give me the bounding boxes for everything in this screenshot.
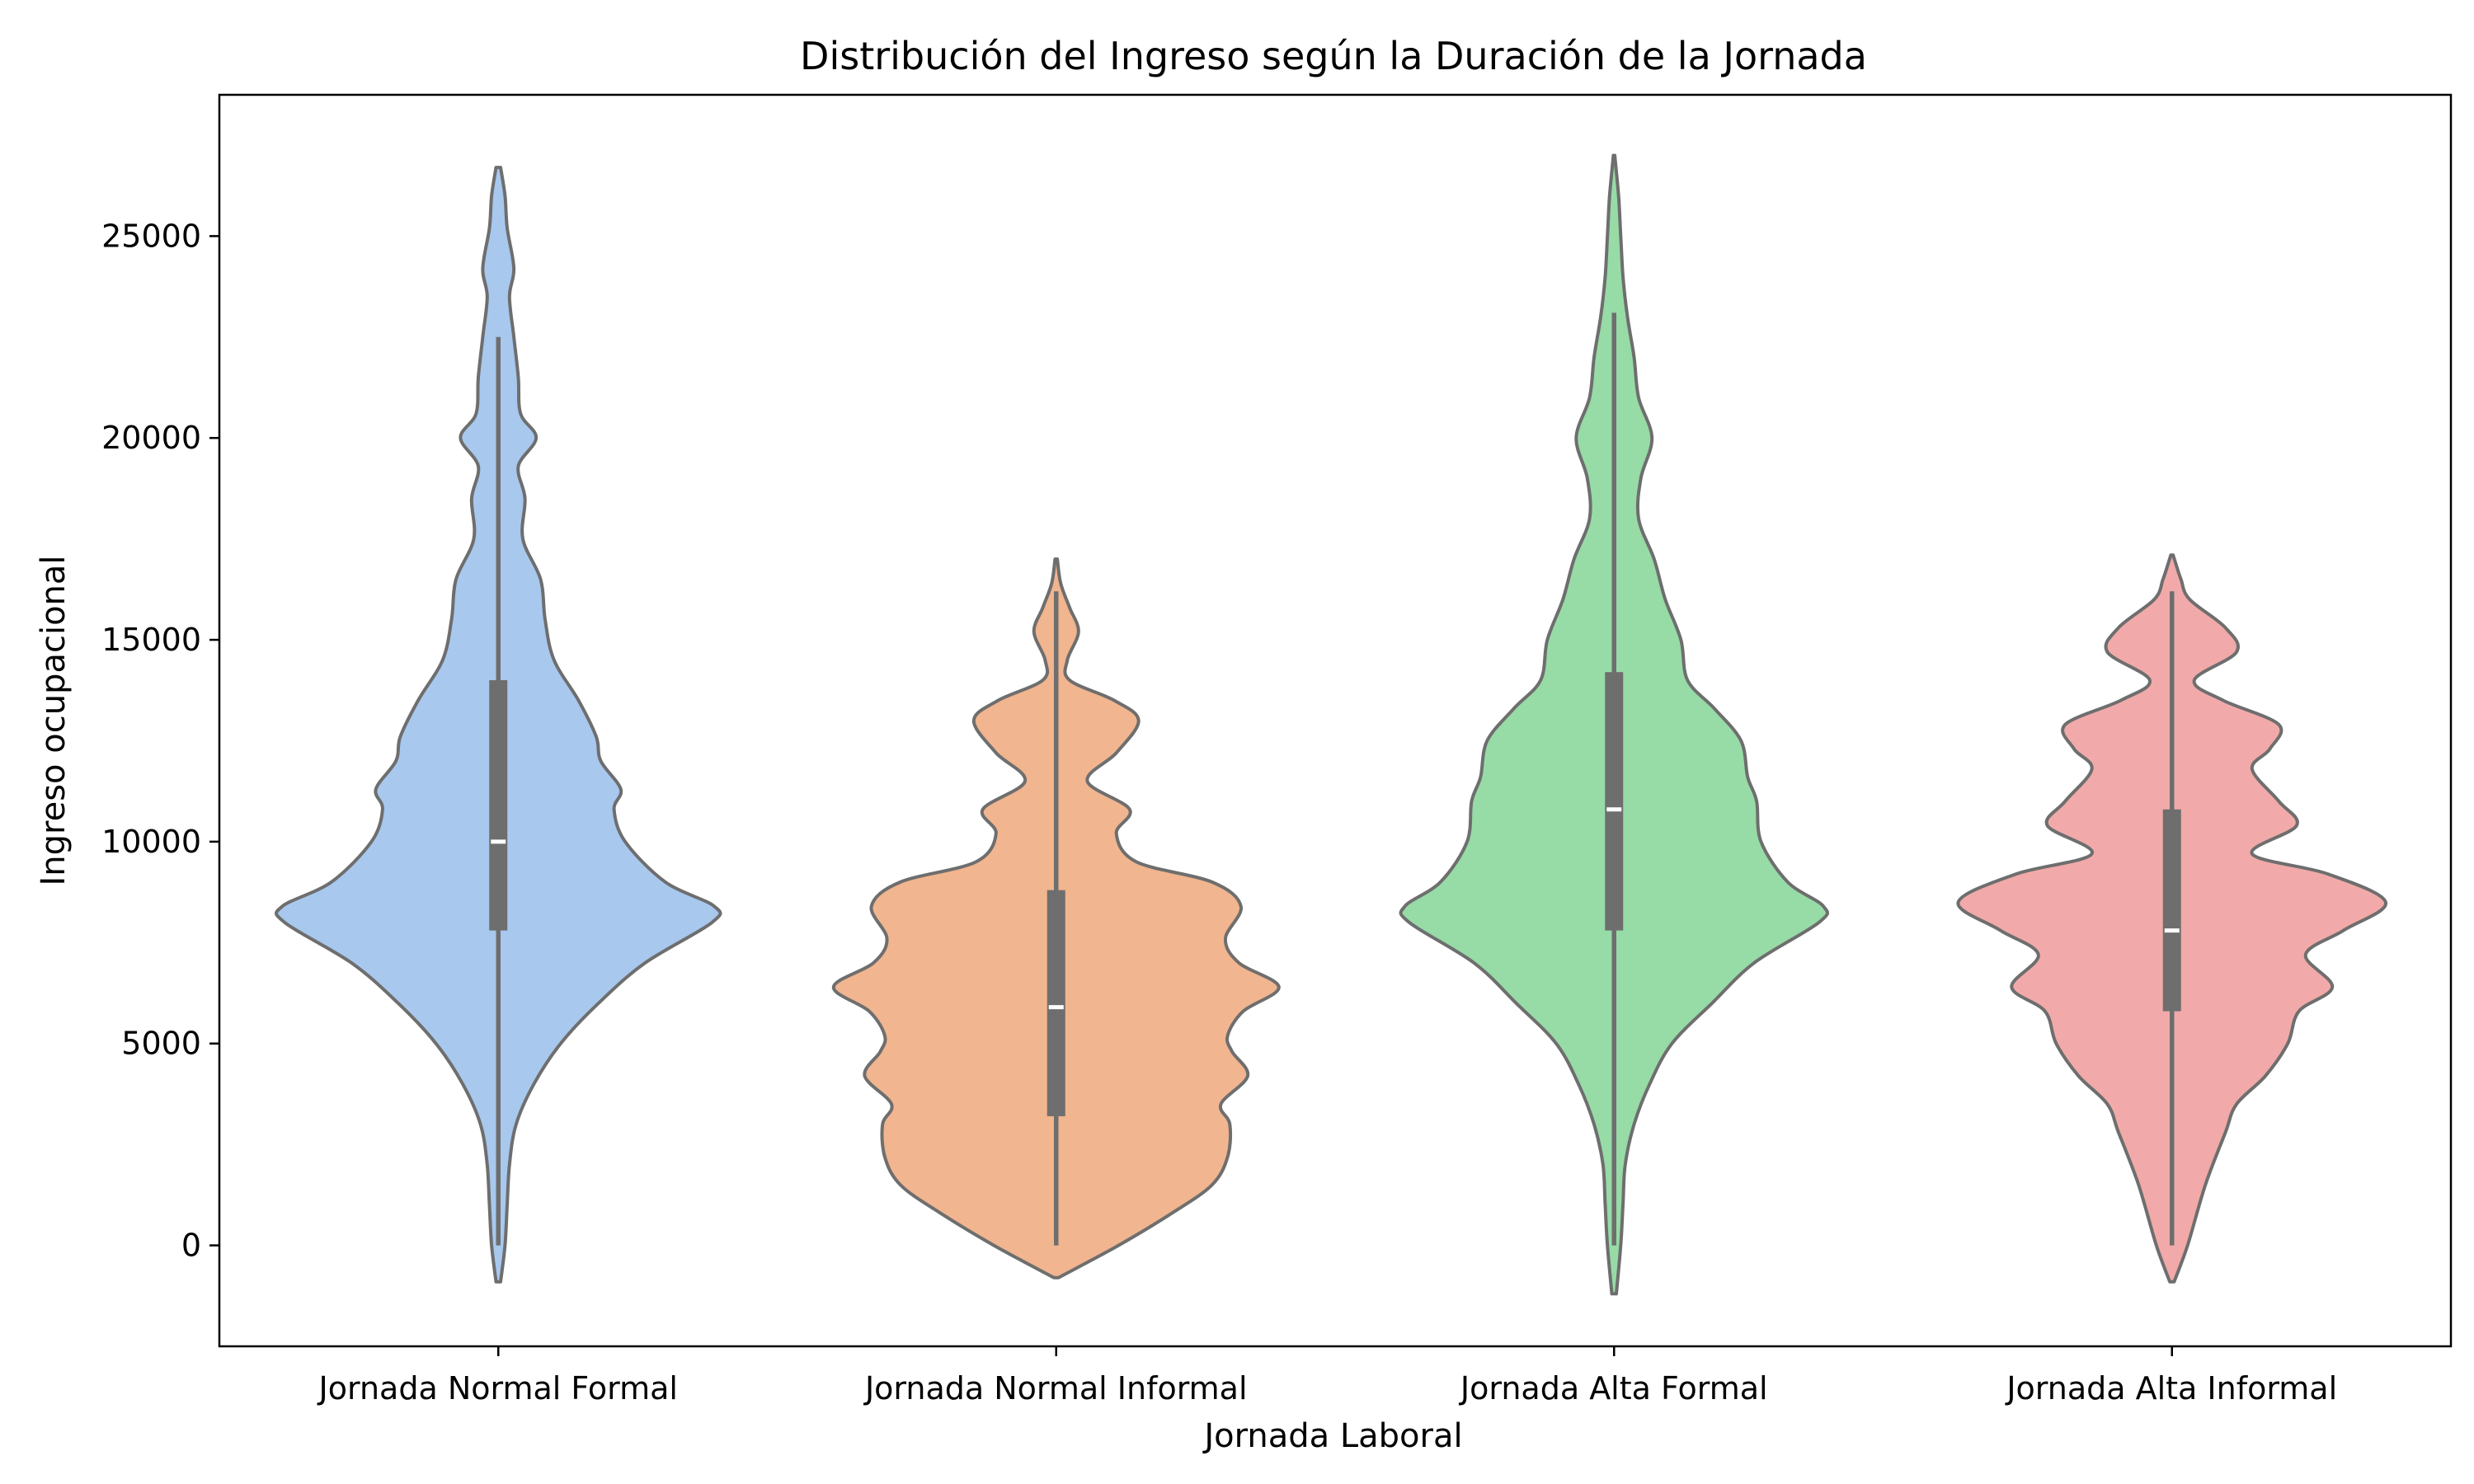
y-tick-label: 10000 (101, 824, 201, 860)
y-tick-label: 20000 (101, 420, 201, 456)
x-tick-label: Jornada Normal Formal (317, 1370, 678, 1407)
y-tick-label: 0 (181, 1228, 201, 1264)
iqr-box (489, 680, 508, 931)
x-axis-label: Jornada Laboral (1202, 1417, 1462, 1455)
violin-group (831, 557, 1281, 1280)
y-tick-label: 5000 (121, 1026, 201, 1062)
y-axis: 0 5000 10000 15000 20000 25000 (101, 218, 219, 1264)
iqr-box (1605, 672, 1624, 931)
chart-title: Distribución del Ingreso según la Duraci… (800, 34, 1867, 78)
iqr-box (1047, 890, 1065, 1116)
plot-frame (218, 93, 2453, 1348)
y-tick-label: 25000 (101, 218, 201, 254)
x-tick-label: Jornada Alta Informal (2005, 1370, 2337, 1407)
violin-group (1956, 553, 2387, 1284)
violin-group (1399, 153, 1829, 1296)
y-axis-label: Ingreso ocupacional (35, 555, 73, 885)
x-axis: Jornada Normal Formal Jornada Normal Info… (317, 1346, 2337, 1407)
x-tick-label: Jornada Normal Informal (863, 1370, 1248, 1407)
x-tick-label: Jornada Alta Formal (1459, 1370, 1768, 1407)
y-tick-label: 15000 (101, 622, 201, 658)
iqr-box (2162, 809, 2181, 1012)
violins-layer (274, 153, 2387, 1296)
violin-group (274, 166, 722, 1284)
